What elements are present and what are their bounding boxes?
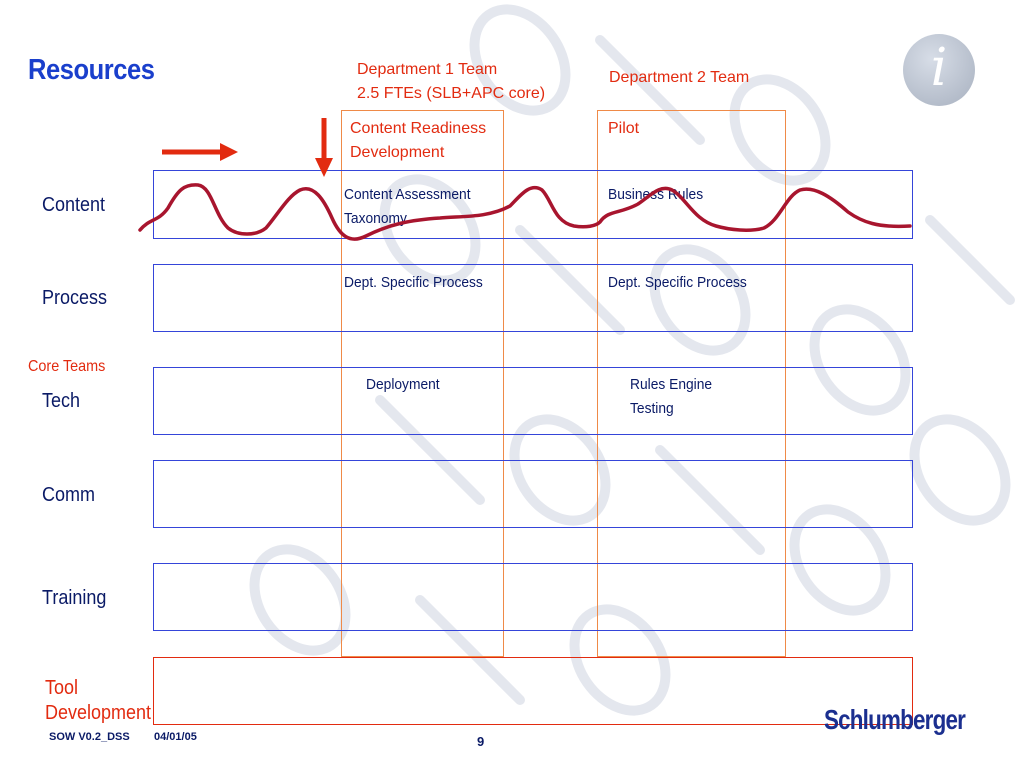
- dept1-column: [341, 110, 504, 657]
- row-label-tool-development: Tool Development: [45, 676, 151, 726]
- arrow-right-icon: [162, 143, 238, 161]
- cell-tech-dept2-line1: Rules Engine: [630, 376, 713, 393]
- page-number: 9: [477, 734, 485, 749]
- dept1-header-line2: 2.5 FTEs (SLB+APC core): [357, 85, 546, 102]
- cell-content-dept1-line2: Taxonomy: [344, 210, 407, 227]
- row-label-comm: Comm: [42, 484, 96, 506]
- cell-tech-dept2: Rules Engine Testing: [630, 373, 712, 421]
- dept1-sub-line1: Content Readiness: [350, 120, 487, 137]
- row-box-comm: [153, 460, 913, 528]
- wave-line: [138, 183, 912, 241]
- row-label-content: Content: [42, 194, 106, 216]
- cell-process-dept2: Dept. Specific Process: [608, 274, 747, 291]
- cell-content-dept2: Business Rules: [608, 186, 704, 203]
- row-box-tool-development: [153, 657, 913, 725]
- cell-tech-dept2-line2: Testing: [630, 400, 674, 417]
- footer-doc: SOW V0.2_DSS: [49, 731, 130, 743]
- row-box-tech: [153, 367, 913, 435]
- row-box-training: [153, 563, 913, 631]
- page-title: Resources: [28, 54, 155, 86]
- row-label-core-teams: Core Teams: [28, 358, 106, 375]
- row-label-tech: Tech: [42, 390, 81, 412]
- cell-content-dept1: Content Assessment Taxonomy: [344, 183, 471, 231]
- cell-tech-dept1: Deployment: [366, 376, 440, 393]
- row-box-process: [153, 264, 913, 332]
- dept1-header: Department 1 Team 2.5 FTEs (SLB+APC core…: [357, 58, 545, 106]
- dept2-header: Department 2 Team: [609, 69, 750, 86]
- footer-date: 04/01/05: [154, 731, 197, 743]
- cell-content-dept1-line1: Content Assessment: [344, 186, 471, 203]
- dept1-sub-line2: Development: [350, 144, 445, 161]
- schlumberger-logo: Schlumberger: [824, 704, 966, 735]
- tool-dev-line2: Development: [45, 702, 152, 724]
- arrow-down-icon: [315, 118, 333, 177]
- row-label-process: Process: [42, 287, 108, 309]
- cell-process-dept1: Dept. Specific Process: [344, 274, 483, 291]
- info-icon: i: [903, 34, 975, 106]
- row-label-training: Training: [42, 587, 107, 609]
- dept2-subheader: Pilot: [608, 120, 640, 137]
- tool-dev-line1: Tool: [45, 677, 79, 699]
- dept2-column: [597, 110, 786, 657]
- dept1-subheader: Content Readiness Development: [350, 117, 486, 165]
- row-box-content: [153, 170, 913, 239]
- dept1-header-line1: Department 1 Team: [357, 61, 498, 78]
